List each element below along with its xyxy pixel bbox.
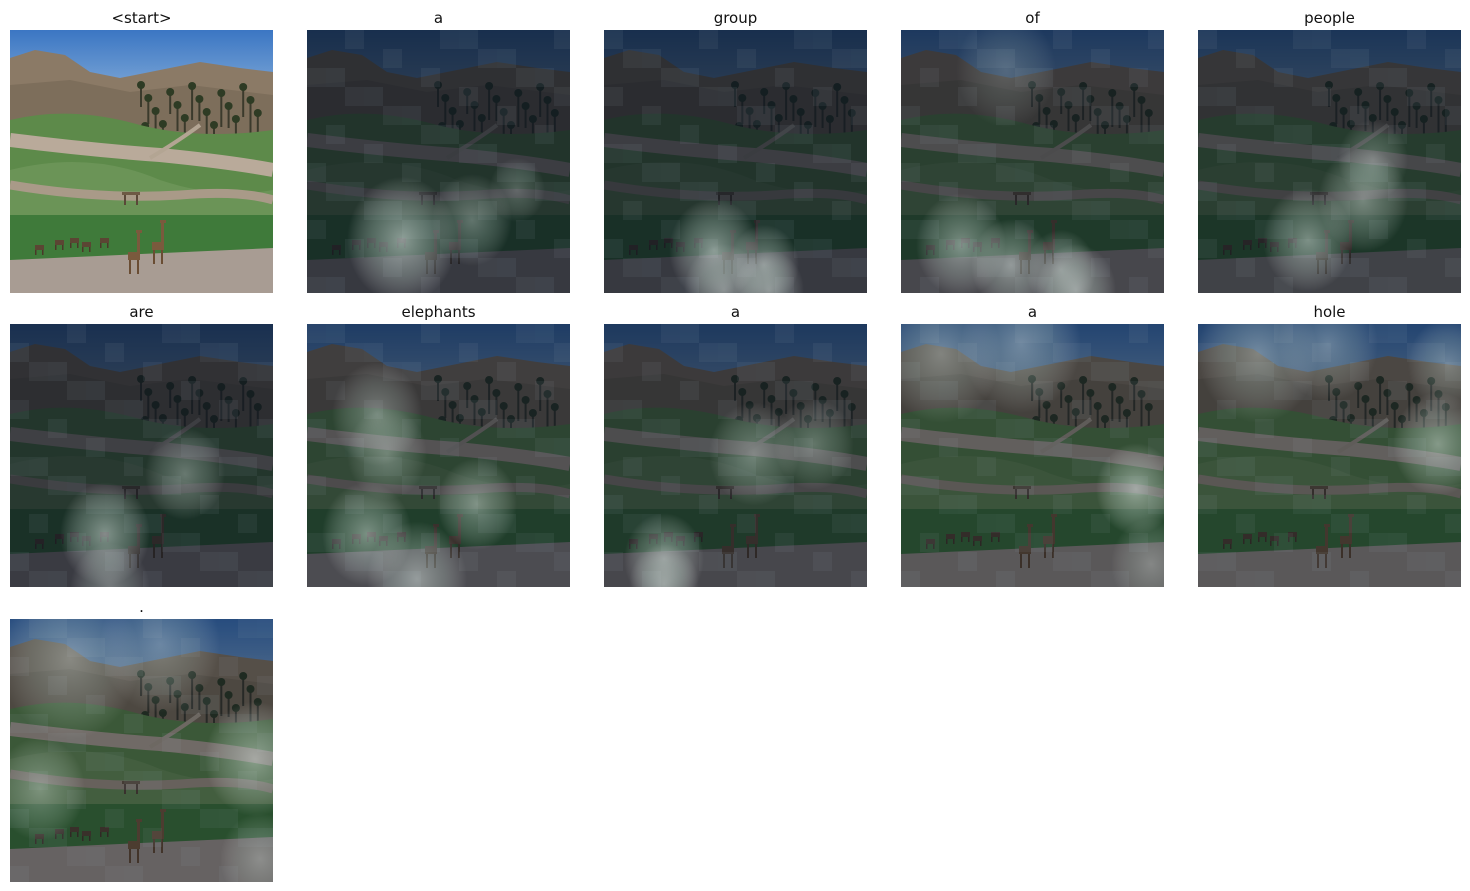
attention-overlay-image (1198, 324, 1461, 587)
attention-overlay-image (604, 324, 867, 587)
word-caption: are (129, 303, 154, 321)
attention-heatmap (901, 30, 1164, 293)
word-caption: of (1025, 9, 1040, 27)
word-caption: . (139, 598, 144, 616)
word-caption: hole (1313, 303, 1346, 321)
attention-overlay-image (901, 30, 1164, 293)
word-caption: <start> (111, 9, 172, 27)
attention-panel-10: . (10, 598, 273, 882)
attention-heatmap (604, 30, 867, 293)
word-caption: a (433, 9, 444, 27)
attention-panel-8: a (901, 303, 1164, 587)
photo-scene (10, 30, 273, 293)
scene-image (10, 30, 273, 293)
attention-heatmap (1198, 30, 1461, 293)
attention-overlay-image (307, 324, 570, 587)
word-caption: people (1304, 9, 1355, 27)
attention-heatmap (604, 324, 867, 587)
word-caption: a (730, 303, 741, 321)
attention-overlay-image (10, 324, 273, 587)
attention-panel-3: of (901, 9, 1164, 293)
word-caption: group (713, 9, 758, 27)
attention-panel-4: people (1198, 9, 1461, 293)
attention-overlay-image (1198, 30, 1461, 293)
attention-panel-2: group (604, 9, 867, 293)
attention-panel-7: a (604, 303, 867, 587)
attention-panel-6: elephants (307, 303, 570, 587)
attention-overlay-image (10, 619, 273, 882)
attention-heatmap (10, 324, 273, 587)
attention-heatmap (1198, 324, 1461, 587)
word-caption: a (1027, 303, 1038, 321)
attention-heatmap (307, 30, 570, 293)
attention-heatmap (10, 619, 273, 882)
attention-overlay-image (307, 30, 570, 293)
attention-overlay-image (901, 324, 1164, 587)
attention-overlay-image (604, 30, 867, 293)
word-caption: elephants (401, 303, 476, 321)
attention-heatmap (901, 324, 1164, 587)
attention-panel-9: hole (1198, 303, 1461, 587)
attention-panel-5: are (10, 303, 273, 587)
attention-heatmap (307, 324, 570, 587)
attention-panel-1: a (307, 9, 570, 293)
attention-panel-0: <start> (10, 9, 273, 293)
